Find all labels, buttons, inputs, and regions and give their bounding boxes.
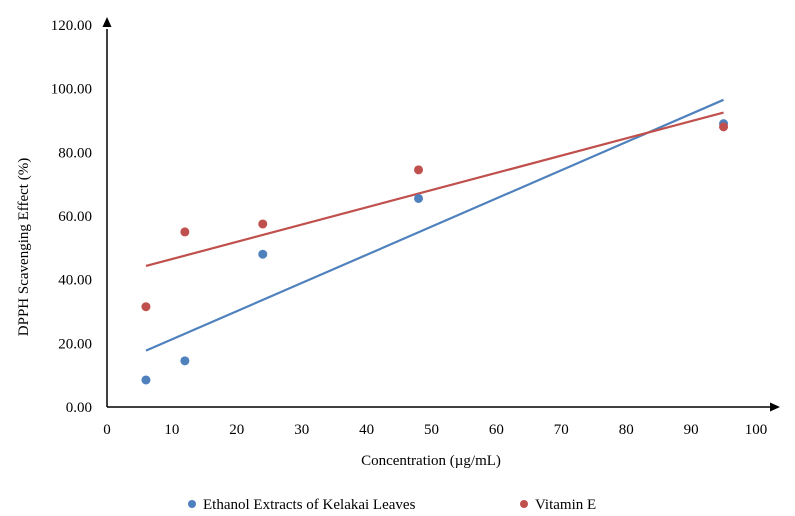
trendline: [145, 98, 724, 352]
data-point: [258, 219, 268, 229]
y-tick-label: 0.00: [66, 400, 92, 416]
legend-label: Vitamin E: [535, 497, 596, 513]
x-axis-arrow-icon: [770, 402, 780, 412]
y-tick-label: 20.00: [58, 336, 92, 352]
y-tick-label: 40.00: [58, 273, 92, 289]
trendline: [145, 111, 724, 268]
data-point: [180, 356, 190, 366]
axes: [102, 17, 780, 412]
y-tick-label: 80.00: [58, 145, 92, 161]
data-point: [258, 249, 268, 259]
y-tick-label: 100.00: [51, 82, 92, 98]
data-point: [180, 227, 190, 237]
y-tick-label: 120.00: [51, 18, 92, 34]
x-tick-label: 70: [554, 422, 569, 438]
x-tick-label: 10: [164, 422, 179, 438]
y-tick-labels: 0.00 20.00 40.00 60.00 80.00 100.00 120.00: [51, 18, 92, 416]
data-points: [141, 119, 729, 385]
x-tick-label: 50: [424, 422, 439, 438]
x-tick-labels: 0 10 20 30 40 50 60 70 80 90 100: [103, 422, 767, 438]
x-tick-label: 40: [359, 422, 374, 438]
x-tick-label: 0: [103, 422, 111, 438]
x-tick-label: 20: [229, 422, 244, 438]
x-tick-label: 80: [619, 422, 634, 438]
data-point: [414, 193, 424, 203]
x-tick-label: 30: [294, 422, 309, 438]
y-tick-label: 60.00: [58, 209, 92, 225]
legend: Ethanol Extracts of Kelakai Leaves Vitami…: [188, 497, 596, 513]
x-tick-label: 100: [745, 422, 768, 438]
x-tick-label: 90: [684, 422, 699, 438]
x-tick-label: 60: [489, 422, 504, 438]
y-axis-title: DPPH Scavenging Effect (%): [16, 158, 32, 336]
legend-marker: [188, 500, 196, 508]
legend-label: Ethanol Extracts of Kelakai Leaves: [203, 497, 416, 513]
data-point: [719, 122, 729, 132]
legend-marker: [520, 500, 528, 508]
trendlines: [145, 98, 724, 352]
x-axis-title: Concentration (µg/mL): [361, 453, 501, 469]
y-axis-arrow-icon: [102, 17, 112, 27]
data-point: [141, 375, 151, 385]
data-point: [414, 165, 424, 175]
data-point: [141, 302, 151, 312]
